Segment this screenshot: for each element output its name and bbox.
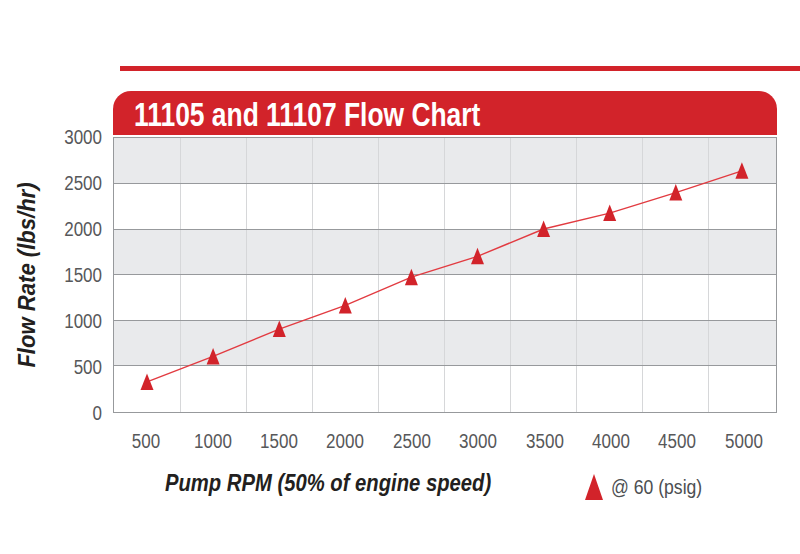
data-point-triangle-icon bbox=[207, 348, 220, 365]
flow-chart-page: 11105 and 11107 Flow Chart 3000 2500 2000 1… bbox=[0, 0, 800, 554]
x-axis-tick: 4000 bbox=[583, 430, 639, 452]
x-axis-tick: 2500 bbox=[384, 430, 440, 452]
data-point-triangle-icon bbox=[669, 184, 682, 201]
x-axis-tick: 4500 bbox=[649, 430, 705, 452]
flow-data-series bbox=[114, 138, 775, 411]
y-axis-tick: 1000 bbox=[43, 310, 103, 332]
y-axis-tick: 500 bbox=[43, 356, 103, 378]
chart-title-banner: 11105 and 11107 Flow Chart bbox=[113, 91, 777, 135]
x-axis-tick: 500 bbox=[118, 430, 174, 452]
data-point-triangle-icon bbox=[471, 248, 484, 264]
x-axis-title: Pump RPM (50% of engine speed) bbox=[165, 470, 491, 497]
data-point-triangle-icon bbox=[273, 321, 286, 338]
y-axis-tick: 0 bbox=[43, 402, 103, 424]
data-point-triangle-icon bbox=[603, 205, 616, 222]
plot-area bbox=[113, 137, 777, 413]
y-axis-tick: 2500 bbox=[43, 172, 103, 194]
x-axis-tick: 1000 bbox=[185, 430, 241, 452]
y-axis-title: Flow Rate (lbs/hr) bbox=[13, 182, 41, 367]
y-axis-tick: 2000 bbox=[43, 218, 103, 240]
x-axis-tick: 5000 bbox=[716, 430, 772, 452]
series-line bbox=[147, 171, 742, 382]
data-point-triangle-icon bbox=[141, 373, 154, 390]
chart-title: 11105 and 11107 Flow Chart bbox=[134, 91, 480, 135]
legend-label: @ 60 (psig) bbox=[611, 476, 702, 499]
y-axis-tick: 1500 bbox=[43, 264, 103, 286]
data-point-triangle-icon bbox=[339, 297, 352, 314]
data-point-triangle-icon bbox=[735, 162, 748, 179]
legend-triangle-icon bbox=[585, 474, 603, 500]
x-axis-tick: 3000 bbox=[450, 430, 506, 452]
x-axis-tick: 1500 bbox=[251, 430, 307, 452]
x-axis-tick: 3500 bbox=[517, 430, 573, 452]
x-axis-tick: 2000 bbox=[317, 430, 373, 452]
data-point-triangle-icon bbox=[405, 269, 418, 286]
data-point-triangle-icon bbox=[537, 221, 550, 238]
top-rule-divider bbox=[120, 66, 800, 71]
plot-grid bbox=[114, 138, 776, 412]
y-axis-tick: 3000 bbox=[43, 126, 103, 148]
